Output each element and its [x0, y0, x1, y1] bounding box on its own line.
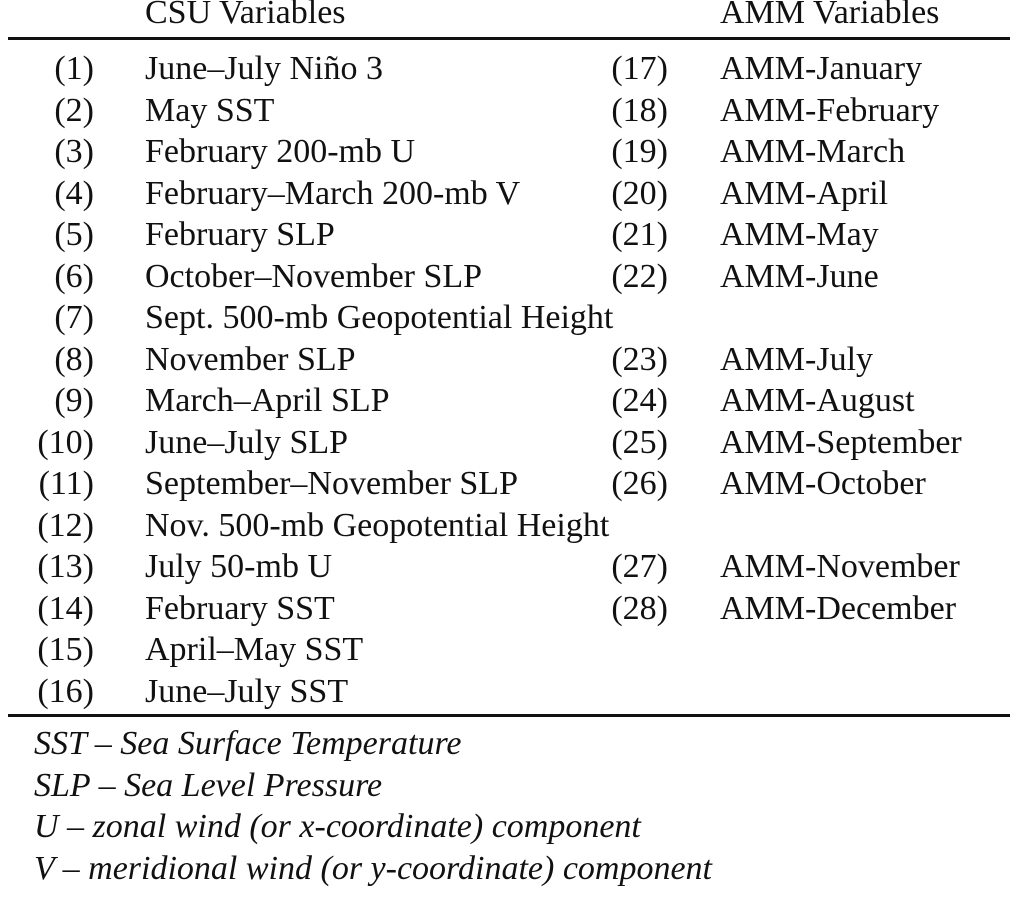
- amm-variable: AMM-February: [720, 91, 940, 129]
- table-row: (6) October–November SLP (22) AMM-June: [0, 256, 1018, 298]
- table-row: (13) July 50-mb U (27) AMM-November: [0, 546, 1018, 588]
- csu-number: (6): [54, 257, 94, 295]
- csu-number: (10): [37, 423, 94, 461]
- amm-variables-header: AMM Variables: [720, 0, 940, 31]
- csu-variable: June–July Niño 3: [145, 50, 383, 87]
- table-row: (16) June–July SST: [0, 671, 1018, 713]
- csu-variable: June–July SST: [145, 672, 349, 710]
- amm-number: (24): [611, 382, 668, 419]
- table-row: (11) September–November SLP (26) AMM-Oct…: [0, 463, 1018, 505]
- amm-variable: AMM-July: [720, 340, 874, 378]
- table-row: (1) June–July Niño 3 (17) AMM-January: [0, 48, 1018, 90]
- top-rule: [8, 37, 1010, 40]
- table-row: (4) February–March 200-mb V (20) AMM-Apr…: [0, 173, 1018, 215]
- amm-number: (27): [611, 548, 668, 585]
- csu-number: (14): [37, 589, 94, 627]
- amm-number: (26): [611, 465, 668, 502]
- amm-variable: AMM-October: [720, 465, 926, 502]
- csu-number: (8): [54, 340, 94, 378]
- csu-number: (7): [54, 299, 94, 336]
- note-slp: SLP – Sea Level Pressure: [34, 766, 383, 804]
- csu-variables-header: CSU Variables: [145, 0, 346, 31]
- csu-number: (9): [54, 382, 94, 419]
- csu-variable: September–November SLP: [145, 465, 518, 502]
- csu-variable: February 200-mb U: [145, 133, 416, 170]
- csu-number: (2): [54, 91, 94, 129]
- amm-number: (21): [611, 216, 668, 253]
- amm-variable: AMM-November: [720, 548, 960, 585]
- amm-variable: AMM-January: [720, 50, 923, 87]
- amm-variable: AMM-April: [720, 174, 889, 212]
- csu-number: (3): [54, 133, 94, 170]
- note-v: V – meridional wind (or y-coordinate) co…: [34, 849, 713, 887]
- csu-variable: April–May SST: [145, 631, 364, 668]
- amm-number: (25): [611, 423, 668, 461]
- table-row: (8) November SLP (23) AMM-July: [0, 339, 1018, 381]
- csu-variable: February SST: [145, 589, 335, 627]
- csu-number: (4): [54, 174, 94, 212]
- amm-variable: AMM-May: [720, 216, 879, 253]
- note-u: U – zonal wind (or x-coordinate) compone…: [34, 808, 641, 845]
- table-row: (3) February 200-mb U (19) AMM-March: [0, 131, 1018, 173]
- amm-number: (18): [611, 91, 668, 129]
- csu-number: (16): [37, 672, 94, 710]
- amm-number: (28): [611, 589, 668, 627]
- table-row: (7) Sept. 500-mb Geopotential Height: [0, 297, 1018, 339]
- csu-variable: May SST: [145, 91, 275, 129]
- csu-variable: February SLP: [145, 216, 335, 253]
- csu-variable: July 50-mb U: [145, 548, 332, 585]
- amm-number: (20): [611, 174, 668, 212]
- csu-number: (1): [54, 50, 94, 87]
- table-row: (14) February SST (28) AMM-December: [0, 588, 1018, 630]
- csu-number: (15): [37, 631, 94, 668]
- amm-number: (17): [611, 50, 668, 87]
- amm-number: (19): [611, 133, 668, 170]
- amm-variable: AMM-September: [720, 423, 962, 461]
- table-row: (9) March–April SLP (24) AMM-August: [0, 380, 1018, 422]
- abbreviation-notes: SST – Sea Surface Temperature SLP – Sea …: [34, 723, 712, 889]
- csu-variable: Sept. 500-mb Geopotential Height: [145, 299, 614, 336]
- table-row: (12) Nov. 500-mb Geopotential Height: [0, 505, 1018, 547]
- csu-number: (12): [37, 506, 94, 544]
- csu-number: (13): [37, 548, 94, 585]
- amm-number: (22): [611, 257, 668, 295]
- csu-variable: Nov. 500-mb Geopotential Height: [145, 506, 610, 544]
- csu-number: (5): [54, 216, 94, 253]
- amm-variable: AMM-December: [720, 589, 957, 627]
- table-body: (1) June–July Niño 3 (17) AMM-January (2…: [0, 48, 1018, 712]
- amm-variable: AMM-March: [720, 133, 906, 170]
- amm-number: (23): [611, 340, 668, 378]
- table-row: (5) February SLP (21) AMM-May: [0, 214, 1018, 256]
- table-row: (10) June–July SLP (25) AMM-September: [0, 422, 1018, 464]
- amm-variable: AMM-June: [720, 257, 879, 295]
- csu-variable: March–April SLP: [145, 382, 390, 419]
- note-sst: SST – Sea Surface Temperature: [34, 725, 462, 762]
- csu-variable: October–November SLP: [145, 257, 483, 295]
- csu-variable: June–July SLP: [145, 423, 349, 461]
- csu-number: (11): [38, 465, 94, 502]
- bottom-rule: [8, 714, 1010, 717]
- table-row: (15) April–May SST: [0, 629, 1018, 671]
- csu-variable: November SLP: [145, 340, 356, 378]
- csu-variable: February–March 200-mb V: [145, 174, 521, 212]
- amm-variable: AMM-August: [720, 382, 915, 419]
- table-row: (2) May SST (18) AMM-February: [0, 90, 1018, 132]
